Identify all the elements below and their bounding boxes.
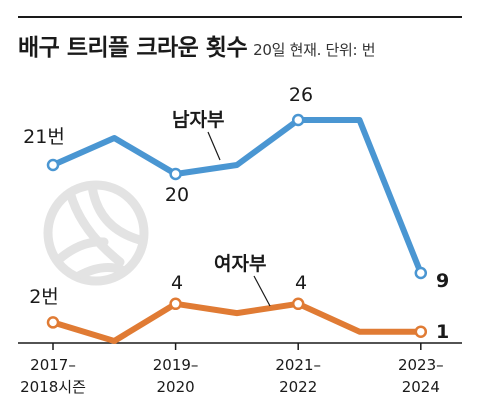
data-point-marker bbox=[169, 297, 182, 311]
data-label: 4 bbox=[295, 272, 307, 294]
top-rule bbox=[18, 16, 462, 18]
data-label: 9 bbox=[436, 270, 449, 292]
series-line-women bbox=[50, 300, 424, 344]
data-point-marker bbox=[169, 167, 182, 181]
data-label: 4 bbox=[171, 272, 183, 294]
x-tick-label: 2017– bbox=[30, 356, 76, 374]
data-label: 20 bbox=[165, 184, 189, 206]
x-tick-label: 2020 bbox=[157, 378, 195, 396]
data-label: 2번 bbox=[29, 286, 59, 308]
data-label: 26 bbox=[289, 84, 313, 106]
x-tick-label: 2023– bbox=[398, 356, 444, 374]
series-line-men bbox=[50, 117, 424, 276]
chart-title: 배구 트리플 크라운 횟수 bbox=[18, 35, 248, 61]
chart-subtitle: 20일 현재. 단위: 번 bbox=[253, 41, 376, 59]
x-tick-label: 2022 bbox=[279, 378, 317, 396]
data-point-marker bbox=[414, 266, 428, 280]
series-name-label: 남자부 bbox=[172, 109, 224, 131]
legend-leader-line bbox=[253, 275, 271, 307]
data-label: 1 bbox=[436, 321, 449, 343]
x-tick-label: 2021– bbox=[275, 356, 321, 374]
data-point-marker bbox=[46, 158, 60, 172]
x-tick-label: 2024 bbox=[402, 378, 440, 396]
series-name-label: 여자부 bbox=[214, 253, 266, 275]
legend-leader-line bbox=[207, 131, 221, 161]
x-tick-label: 2019– bbox=[153, 356, 199, 374]
x-tick-label: 2018시즌 bbox=[20, 378, 86, 396]
data-point-marker bbox=[46, 316, 60, 329]
data-point-marker bbox=[291, 297, 305, 311]
data-point-marker bbox=[291, 113, 305, 127]
title-row: 배구 트리플 크라운 횟수 20일 현재. 단위: 번 bbox=[18, 28, 376, 62]
volleyball-icon bbox=[43, 180, 149, 286]
data-point-marker bbox=[414, 325, 428, 338]
data-label: 21번 bbox=[23, 126, 65, 148]
